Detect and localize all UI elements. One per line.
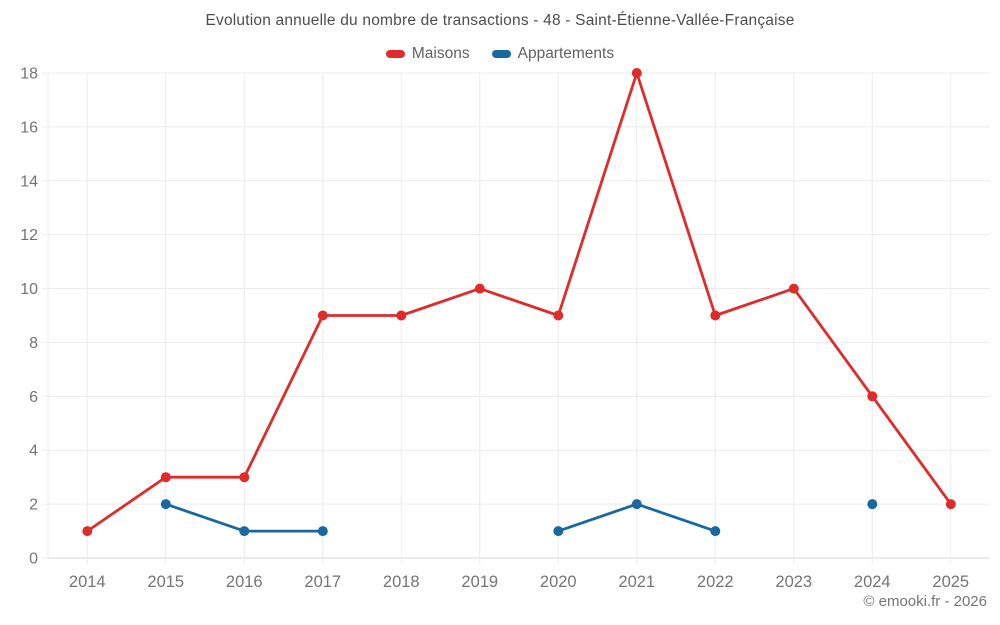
data-point-maisons-2023[interactable] bbox=[788, 283, 799, 294]
appartements-legend-label: Appartements bbox=[517, 45, 615, 62]
y-axis-label: 0 bbox=[29, 551, 38, 568]
data-point-maisons-2014[interactable] bbox=[82, 526, 93, 537]
data-point-appartements-2016[interactable] bbox=[239, 526, 250, 537]
data-point-appartements-2020[interactable] bbox=[553, 526, 564, 537]
x-axis-label: 2014 bbox=[69, 573, 106, 591]
x-axis-label: 2016 bbox=[226, 573, 263, 591]
data-point-maisons-2019[interactable] bbox=[474, 283, 485, 294]
data-point-maisons-2016[interactable] bbox=[239, 472, 250, 483]
data-point-maisons-2018[interactable] bbox=[396, 310, 407, 321]
y-axis-label: 14 bbox=[20, 173, 38, 190]
legend-item-appartements[interactable]: Appartements bbox=[491, 45, 615, 63]
x-axis-label: 2019 bbox=[461, 573, 498, 591]
maisons-legend-marker bbox=[385, 50, 405, 58]
legend-item-maisons[interactable]: Maisons bbox=[385, 45, 470, 63]
data-point-maisons-2022[interactable] bbox=[710, 310, 721, 321]
data-point-appartements-2015[interactable] bbox=[160, 499, 171, 510]
y-axis-label: 2 bbox=[29, 497, 38, 514]
maisons-legend-label: Maisons bbox=[411, 45, 470, 62]
data-point-maisons-2024[interactable] bbox=[867, 391, 878, 402]
x-axis-label: 2024 bbox=[854, 573, 891, 591]
x-axis-label: 2017 bbox=[304, 573, 341, 591]
x-axis-label: 2020 bbox=[540, 573, 577, 591]
data-point-maisons-2015[interactable] bbox=[160, 472, 171, 483]
x-axis-label: 2021 bbox=[618, 573, 655, 591]
y-axis-label: 6 bbox=[29, 389, 38, 406]
y-axis-label: 18 bbox=[20, 66, 38, 83]
series-line-maisons bbox=[85, 71, 953, 533]
y-axis-label: 4 bbox=[29, 443, 38, 460]
x-axis-label: 2018 bbox=[383, 573, 420, 591]
data-point-appartements-2017[interactable] bbox=[317, 526, 328, 537]
attribution: © emooki.fr - 2026 bbox=[863, 593, 987, 610]
x-axis-label: 2022 bbox=[697, 573, 734, 591]
data-point-maisons-2020[interactable] bbox=[553, 310, 564, 321]
y-axis-label: 10 bbox=[20, 281, 38, 298]
chart-legend: Maisons Appartements bbox=[0, 45, 1000, 63]
data-point-appartements-2022[interactable] bbox=[710, 526, 721, 537]
y-axis-label: 16 bbox=[20, 119, 38, 136]
chart-title: Evolution annuelle du nombre de transact… bbox=[205, 12, 795, 29]
x-axis-label: 2023 bbox=[775, 573, 812, 591]
data-point-maisons-2017[interactable] bbox=[317, 310, 328, 321]
data-point-maisons-2021[interactable] bbox=[631, 68, 642, 78]
data-point-appartements-2021[interactable] bbox=[631, 499, 642, 510]
x-axis-label: 2025 bbox=[932, 573, 969, 591]
appartements-legend-marker bbox=[491, 50, 511, 58]
y-axis-label: 12 bbox=[20, 227, 38, 244]
data-point-maisons-2025[interactable] bbox=[945, 499, 956, 510]
x-axis-label: 2015 bbox=[147, 573, 184, 591]
y-axis-label: 8 bbox=[29, 335, 38, 352]
data-point-appartements-2024[interactable] bbox=[867, 499, 878, 510]
series-line-appartements bbox=[166, 504, 873, 531]
